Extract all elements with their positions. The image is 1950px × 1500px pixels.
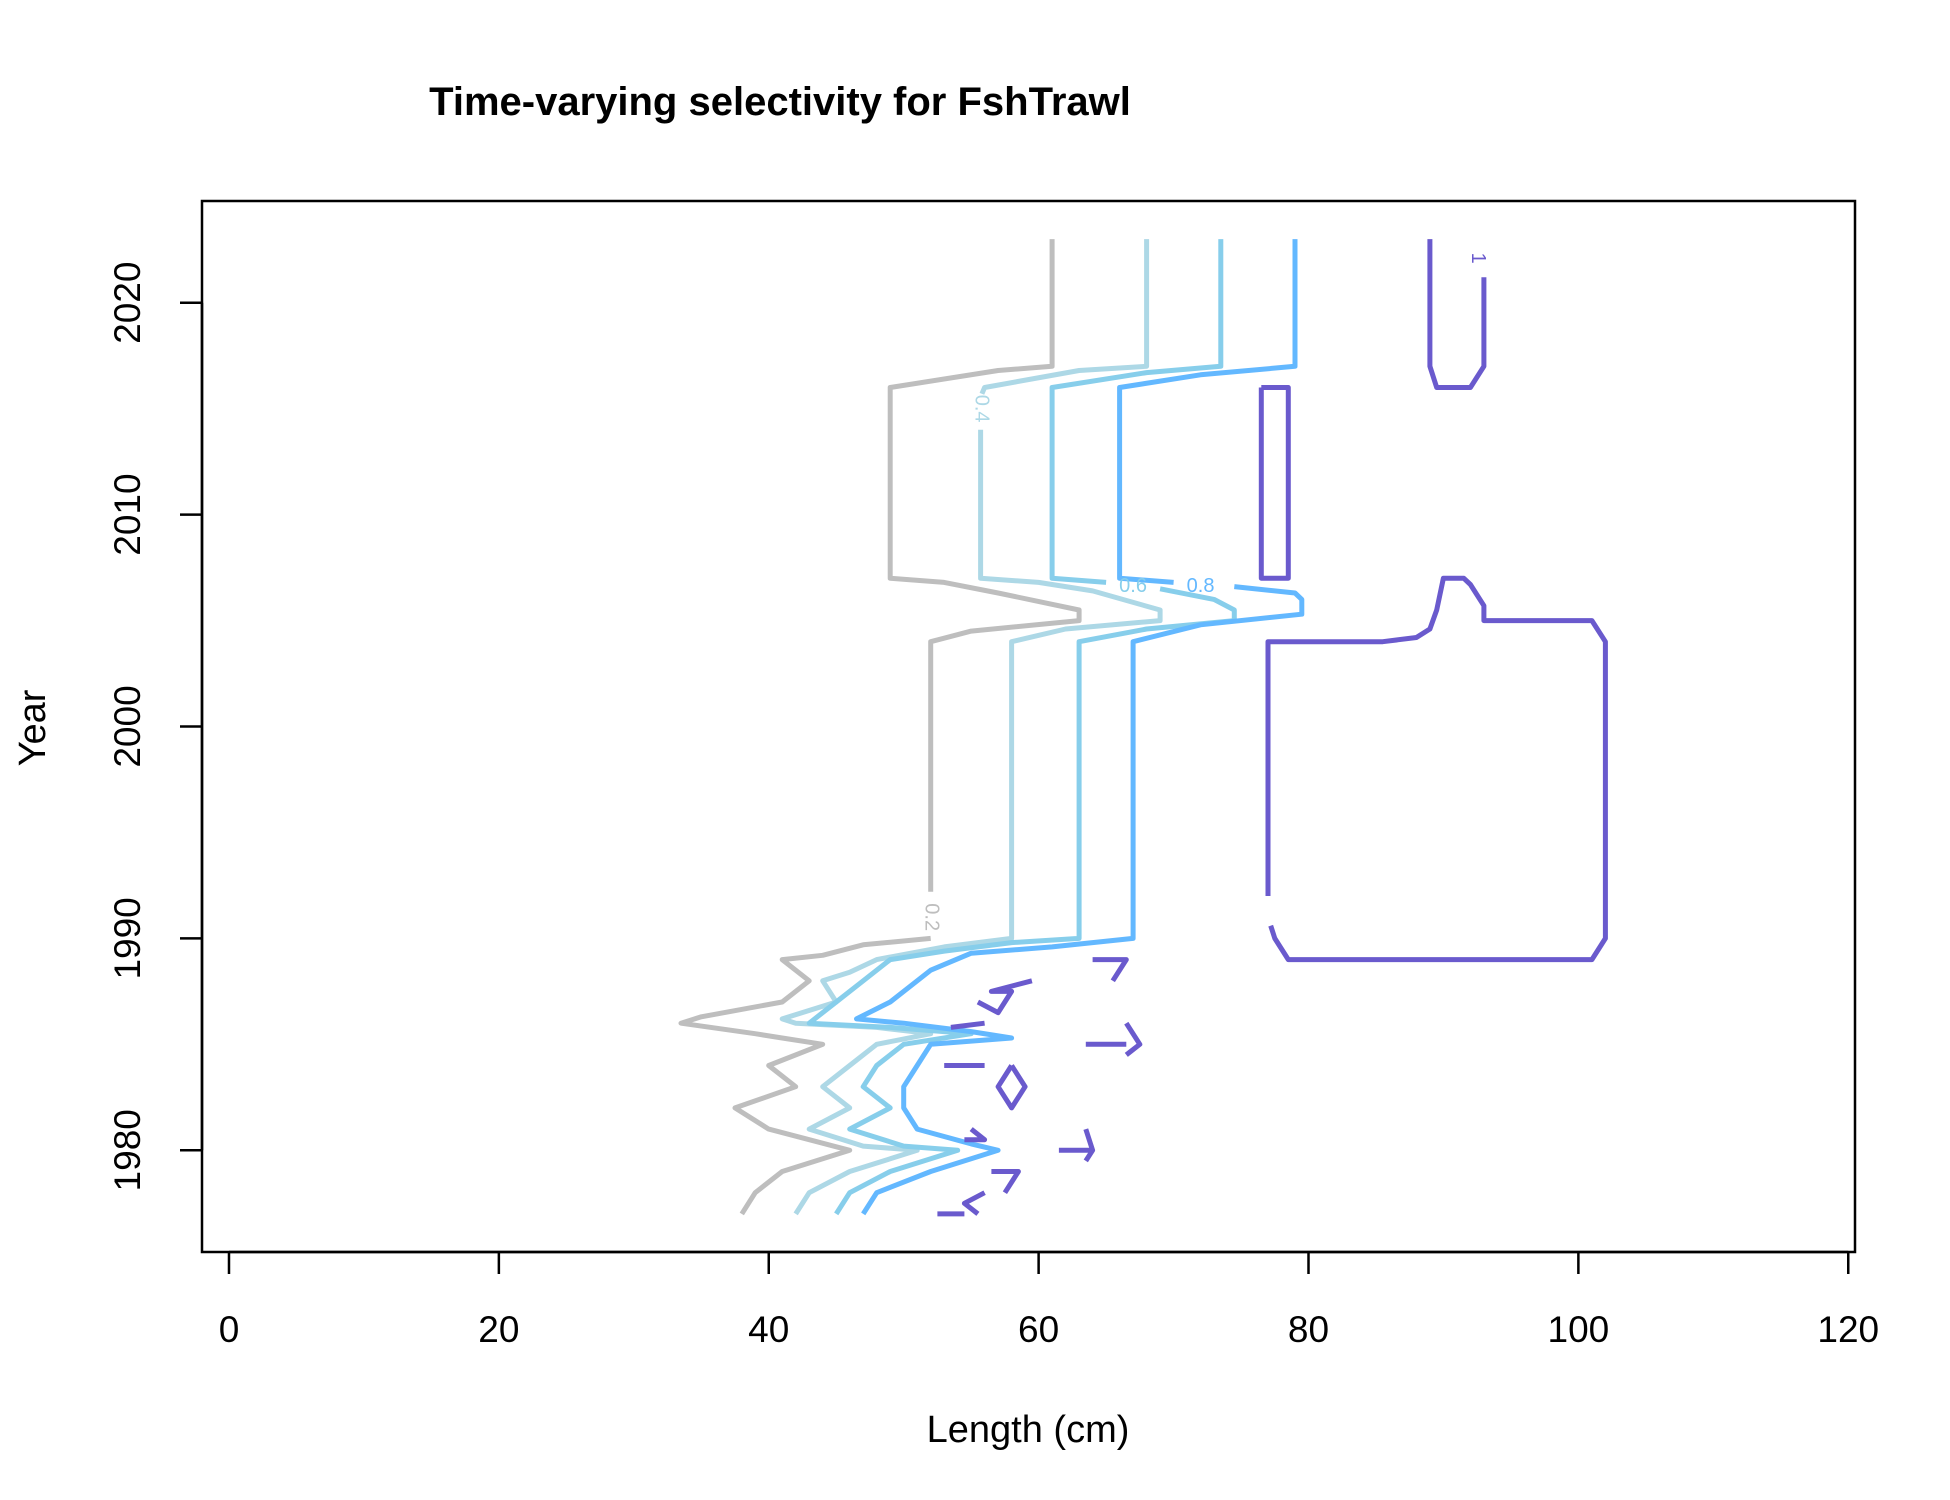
contour-label-0-2: 0.2 bbox=[920, 903, 942, 931]
contour-label-0-8: 0.8 bbox=[1187, 575, 1215, 597]
contour-line-1-4 bbox=[976, 978, 1033, 1016]
contour-line-0-4-0 bbox=[979, 239, 1150, 395]
contour-line-1-5 bbox=[950, 1020, 985, 1030]
contour-line-1-6 bbox=[1124, 1021, 1143, 1057]
contour-line-0-4-1 bbox=[779, 429, 1163, 1216]
contour-label-0-4: 0.4 bbox=[970, 395, 992, 423]
y-axis: 1980 1990 2000 2010 2020 bbox=[107, 262, 204, 1191]
chart-title: Time-varying selectivity for FshTrawl bbox=[429, 80, 1131, 124]
x-tick-label: 120 bbox=[1817, 1309, 1879, 1350]
contour-label-0-6: 0.6 bbox=[1119, 575, 1147, 597]
contour-line-1-9 bbox=[995, 1064, 1028, 1111]
contour-line-1-11 bbox=[1083, 1128, 1096, 1163]
contour-line-0-8-0 bbox=[1117, 239, 1298, 585]
contour-line-0-6-1 bbox=[806, 586, 1237, 1216]
contour-line-1-10 bbox=[964, 1127, 988, 1143]
x-tick-label: 60 bbox=[1018, 1309, 1059, 1350]
x-axis-label: Length (cm) bbox=[927, 1409, 1130, 1451]
x-tick-label: 0 bbox=[219, 1309, 240, 1350]
y-tick-label: 2010 bbox=[107, 473, 148, 555]
contour-line-0-8-1 bbox=[854, 584, 1305, 1216]
x-tick-label: 100 bbox=[1548, 1309, 1610, 1350]
contour-label-1: 1 bbox=[1467, 253, 1489, 264]
contour-lines bbox=[678, 239, 1608, 1217]
contour-line-1-3 bbox=[1092, 957, 1129, 983]
x-axis: 0 20 40 60 80 100 120 bbox=[219, 1250, 1879, 1350]
contour-labels: 0.2 0.4 0.6 0.8 1 bbox=[920, 253, 1489, 931]
y-tick-label: 2000 bbox=[107, 685, 148, 767]
y-tick-label: 1980 bbox=[107, 1109, 148, 1191]
contour-line-1-1 bbox=[1258, 385, 1291, 581]
x-tick-label: 80 bbox=[1288, 1309, 1329, 1350]
contour-line-1-13 bbox=[991, 1169, 1021, 1195]
contour-line-0-2-1 bbox=[678, 935, 931, 1216]
contour-line-0-2-0 bbox=[887, 239, 1082, 892]
x-tick-label: 40 bbox=[748, 1309, 789, 1350]
x-tick-label: 20 bbox=[478, 1309, 519, 1350]
y-tick-label: 1990 bbox=[107, 897, 148, 979]
contour-line-1-14 bbox=[961, 1190, 986, 1216]
contour-line-0-6-0 bbox=[1049, 239, 1224, 585]
contour-line-1-0 bbox=[1427, 239, 1487, 390]
y-tick-label: 2020 bbox=[107, 262, 148, 344]
contour-line-1-2 bbox=[1265, 575, 1608, 963]
y-axis-label: Year bbox=[12, 689, 54, 766]
